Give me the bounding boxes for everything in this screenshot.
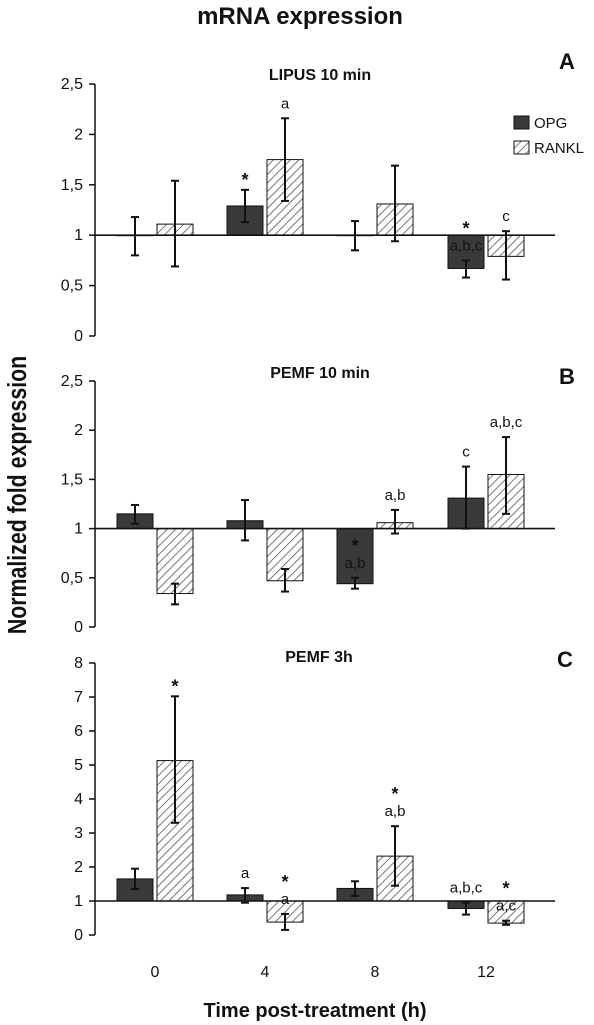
y-tick-label: 0,5	[61, 570, 83, 587]
panel-title: PEMF 10 min	[270, 365, 370, 382]
x-tick-label: 0	[151, 964, 160, 981]
y-tick-label: 0	[74, 328, 83, 345]
y-tick-label: 3	[74, 825, 83, 842]
annotation-label: c	[462, 444, 470, 461]
legend-label-rankl: RANKL	[534, 140, 584, 157]
y-tick-label: 1	[74, 227, 83, 244]
annotation-label: a,b,c	[450, 237, 483, 254]
significance-star: *	[462, 218, 469, 238]
annotation-label: c	[502, 208, 510, 225]
y-tick-label: 5	[74, 757, 83, 774]
figure-title: mRNA expression	[197, 3, 403, 30]
panel-title: LIPUS 10 min	[269, 67, 371, 84]
annotation-label: a	[241, 865, 250, 882]
y-tick-label: 0	[74, 619, 83, 636]
y-tick-label: 6	[74, 723, 83, 740]
annotation-label: a,b,c	[490, 414, 523, 431]
y-tick-label: 8	[74, 655, 83, 672]
bar-opg	[336, 528, 374, 585]
panel-letter: C	[557, 647, 573, 672]
legend: OPG RANKL	[513, 115, 584, 157]
y-tick-label: 1,5	[61, 471, 83, 488]
significance-star: *	[171, 676, 178, 696]
annotation-label: a,b	[345, 555, 366, 572]
panel-letter: B	[559, 364, 575, 389]
y-tick-label: 2	[74, 126, 83, 143]
annotation-label: a,c	[496, 898, 517, 915]
legend-label-opg: OPG	[534, 115, 567, 132]
y-tick-label: 0	[74, 927, 83, 944]
legend-swatch-rankl	[513, 140, 530, 155]
y-tick-label: 2,5	[61, 373, 83, 390]
y-tick-label: 2	[74, 859, 83, 876]
annotation-label: a,b	[385, 487, 406, 504]
legend-swatch-opg	[513, 115, 530, 130]
y-axis-label: Normalized fold expression	[3, 356, 33, 634]
panel-letter: A	[559, 49, 575, 74]
y-tick-label: 0,5	[61, 278, 83, 295]
annotation-label: a	[281, 891, 290, 908]
significance-star: *	[351, 536, 358, 556]
y-tick-label: 2,5	[61, 76, 83, 93]
panel-b: PEMF 10 min B00,511,522,5a,b*a,bca,b,c	[61, 364, 575, 636]
annotation-label: a,b,c	[450, 880, 483, 897]
panel-title: PEMF 3h	[285, 649, 353, 666]
x-tick-label: 8	[371, 964, 380, 981]
x-axis-label: Time post-treatment (h)	[204, 1000, 427, 1022]
y-tick-label: 2	[74, 422, 83, 439]
y-tick-label: 1	[74, 521, 83, 538]
significance-star: *	[502, 879, 509, 899]
significance-star: *	[281, 872, 288, 892]
significance-star: *	[391, 784, 398, 804]
y-tick-label: 1,5	[61, 177, 83, 194]
y-tick-label: 4	[74, 791, 83, 808]
y-tick-label: 7	[74, 689, 83, 706]
annotation-label: a	[281, 95, 290, 112]
x-tick-label: 4	[261, 964, 270, 981]
x-tick-label: 12	[477, 964, 495, 981]
annotation-label: a,b	[385, 803, 406, 820]
y-tick-label: 1	[74, 893, 83, 910]
significance-star: *	[241, 170, 248, 190]
